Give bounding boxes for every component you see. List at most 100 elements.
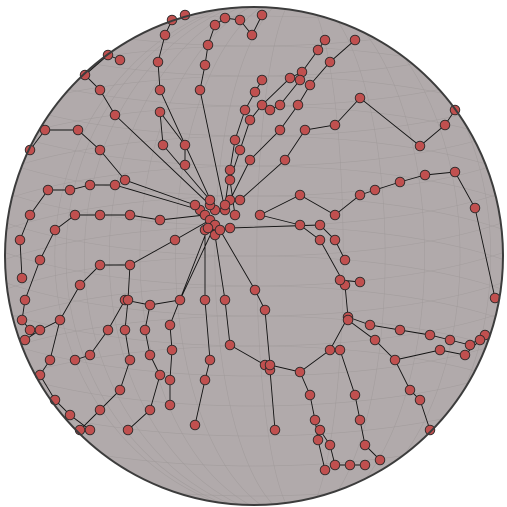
node [389,354,401,366]
node [224,339,236,351]
node [394,176,406,188]
node [319,34,331,46]
node [294,366,306,378]
node [274,99,286,111]
node [199,294,211,306]
node [354,414,366,426]
node [179,139,191,151]
node [114,54,126,66]
node [94,404,106,416]
node [304,389,316,401]
node [229,209,241,221]
node [229,134,241,146]
node [294,219,306,231]
node [254,209,266,221]
node [264,359,276,371]
node [269,424,281,436]
node [154,369,166,381]
node [359,459,371,471]
node [14,234,26,246]
node [309,414,321,426]
node [424,424,436,436]
node [194,84,206,96]
node [34,324,46,336]
node [329,234,341,246]
node [84,349,96,361]
nodes [14,9,501,476]
node [256,9,268,21]
node [19,294,31,306]
node [209,19,221,31]
node [179,159,191,171]
node [342,314,354,326]
parallel [5,255,503,437]
node [344,459,356,471]
node [219,199,231,211]
edge [214,234,276,431]
node [314,424,326,436]
node [94,84,106,96]
node [164,399,176,411]
parallel [5,315,503,497]
node [44,354,56,366]
node [72,124,84,136]
node [404,384,416,396]
node [349,34,361,46]
edge [229,224,346,261]
node [474,334,486,346]
node [294,189,306,201]
node [202,222,214,234]
node [329,119,341,131]
node [249,86,261,98]
node [54,314,66,326]
node [424,329,436,341]
node [94,144,106,156]
node [249,284,261,296]
node [69,209,81,221]
node [319,464,331,476]
node [64,409,76,421]
node [189,419,201,431]
node [349,389,361,401]
node [354,276,366,288]
node [42,184,54,196]
node [279,154,291,166]
meridian [139,7,461,505]
node [16,272,28,284]
node [109,179,121,191]
node [122,294,134,306]
node [219,12,231,24]
node [292,99,304,111]
edge [21,259,41,331]
node [94,259,106,271]
node [334,274,346,286]
node [109,109,121,121]
node [152,56,164,68]
edge [239,97,456,201]
node [469,202,481,214]
node [234,14,246,26]
node [214,224,226,236]
node [339,254,351,266]
node [166,344,178,356]
node [204,354,216,366]
node [224,222,236,234]
node [239,104,251,116]
node [256,99,268,111]
node [299,124,311,136]
node [114,384,126,396]
meridian [84,7,503,505]
node [154,214,166,226]
node [224,174,236,186]
globe-outline [4,6,504,506]
node [256,74,268,86]
node [199,374,211,386]
node [16,314,28,326]
node [464,339,476,351]
meridian [214,7,386,505]
node [144,404,156,416]
edge [259,171,496,299]
node [284,72,296,84]
